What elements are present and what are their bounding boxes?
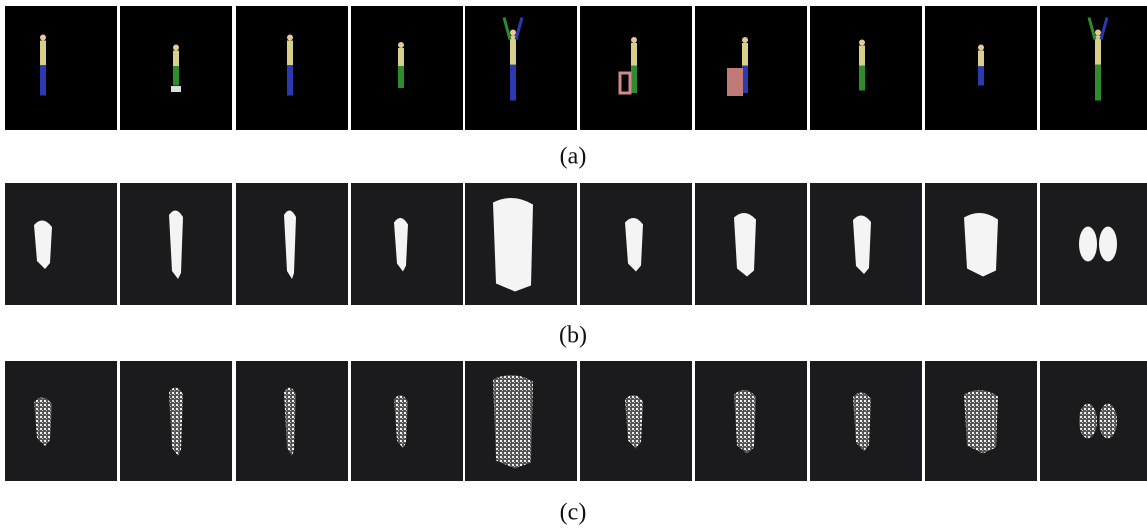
figure-head [631, 37, 637, 43]
silhouette [493, 375, 533, 469]
silhouette [1079, 227, 1097, 262]
figure-legs [287, 65, 293, 95]
row-label: (b) [559, 323, 587, 349]
figure-legs [1095, 65, 1101, 101]
figure-head [510, 30, 516, 36]
page: (a) (b) (c) (() => { const data = JSON.p… [0, 0, 1147, 529]
figure-legs [859, 66, 865, 91]
figure-head [40, 35, 46, 41]
figure-legs [510, 65, 516, 101]
figure-torso [40, 41, 46, 66]
figure-head [1095, 30, 1101, 36]
silhouette [734, 213, 756, 277]
box [727, 68, 743, 96]
figure-head [859, 40, 865, 46]
image-panel [810, 6, 922, 130]
stool [171, 86, 181, 92]
figure-torso [398, 48, 404, 66]
silhouette [493, 198, 533, 292]
figure-legs [40, 65, 46, 95]
row-label: (a) [560, 144, 587, 170]
figure-head [173, 45, 179, 51]
figure-torso [173, 51, 179, 67]
figure-legs [631, 66, 637, 94]
silhouette [1099, 404, 1117, 439]
figure-torso [510, 36, 516, 65]
figure-torso [742, 43, 748, 66]
row-label: (c) [560, 500, 587, 526]
figure: (a) (b) (c) [0, 0, 1147, 529]
image-panel [5, 361, 117, 481]
figure-torso [287, 41, 293, 66]
figure-torso [631, 43, 637, 66]
silhouette [1099, 227, 1117, 262]
figure-legs [978, 66, 984, 85]
image-panel [351, 6, 463, 130]
figure-head [978, 45, 984, 51]
image-panel [5, 183, 117, 305]
silhouette [964, 390, 998, 454]
image-panel [695, 6, 807, 130]
silhouette [1079, 404, 1097, 439]
figure-head [287, 35, 293, 41]
silhouette [734, 390, 756, 454]
figure-legs [173, 66, 179, 85]
figure-head [398, 42, 404, 48]
figure-head [742, 37, 748, 43]
image-panel [5, 6, 117, 130]
figure-torso [978, 51, 984, 67]
figure-torso [1095, 36, 1101, 65]
image-panel [1040, 6, 1147, 130]
figure-torso [859, 46, 865, 66]
figure-legs [398, 66, 404, 88]
panels [5, 6, 1147, 481]
silhouette [964, 213, 998, 277]
